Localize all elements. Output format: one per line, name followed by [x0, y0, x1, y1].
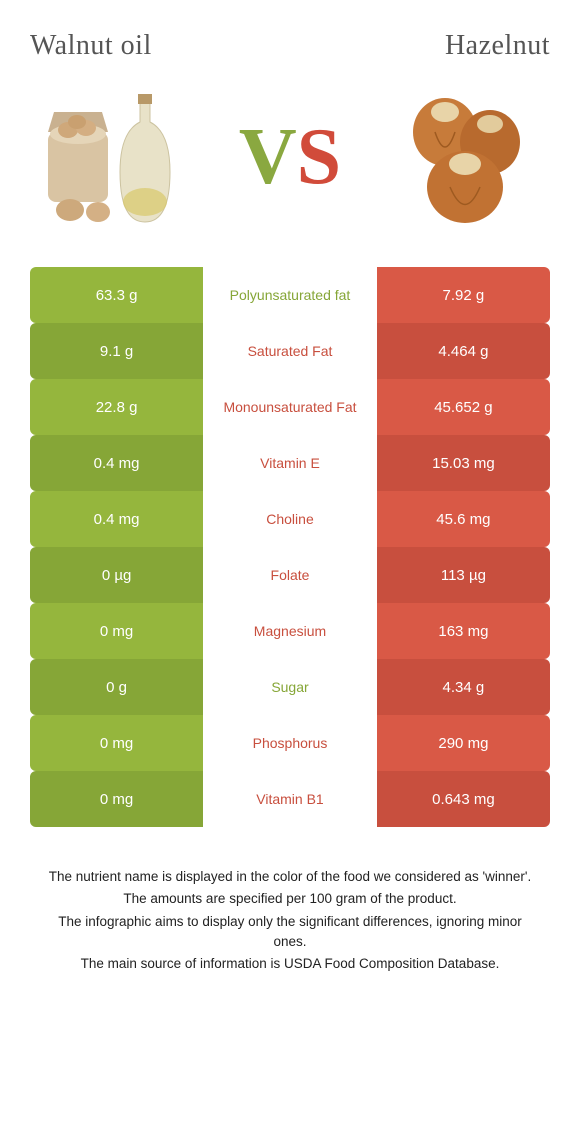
- table-row: 0 mgPhosphorus290 mg: [30, 715, 550, 771]
- right-value: 45.652 g: [377, 379, 550, 435]
- nutrient-label: Saturated Fat: [203, 323, 377, 379]
- nutrient-label: Phosphorus: [203, 715, 377, 771]
- right-value: 4.34 g: [377, 659, 550, 715]
- header-row: Walnut oil Hazelnut: [30, 30, 550, 62]
- right-value: 4.464 g: [377, 323, 550, 379]
- left-value: 0 mg: [30, 603, 203, 659]
- left-food-title: Walnut oil: [30, 30, 290, 62]
- vs-v: V: [239, 113, 297, 201]
- right-value: 15.03 mg: [377, 435, 550, 491]
- vs-label: VS: [200, 117, 380, 197]
- table-row: 0 mgVitamin B10.643 mg: [30, 771, 550, 827]
- table-row: 0.4 mgCholine45.6 mg: [30, 491, 550, 547]
- nutrient-label: Monounsaturated Fat: [203, 379, 377, 435]
- right-value: 113 µg: [377, 547, 550, 603]
- right-value: 45.6 mg: [377, 491, 550, 547]
- nutrient-label: Polyunsaturated fat: [203, 267, 377, 323]
- left-value: 22.8 g: [30, 379, 203, 435]
- left-value: 0.4 mg: [30, 435, 203, 491]
- nutrient-label: Choline: [203, 491, 377, 547]
- right-value: 163 mg: [377, 603, 550, 659]
- nutrient-label: Folate: [203, 547, 377, 603]
- vs-s: S: [297, 113, 342, 201]
- footer-line: The infographic aims to display only the…: [40, 912, 540, 953]
- walnut-oil-image: [30, 72, 200, 242]
- table-row: 0 mgMagnesium163 mg: [30, 603, 550, 659]
- nutrient-table: 63.3 gPolyunsaturated fat7.92 g9.1 gSatu…: [30, 267, 550, 827]
- left-value: 63.3 g: [30, 267, 203, 323]
- table-row: 9.1 gSaturated Fat4.464 g: [30, 323, 550, 379]
- left-value: 0 mg: [30, 715, 203, 771]
- left-value: 9.1 g: [30, 323, 203, 379]
- right-value: 0.643 mg: [377, 771, 550, 827]
- hazelnut-image: [380, 72, 550, 242]
- left-value: 0 g: [30, 659, 203, 715]
- left-value: 0.4 mg: [30, 491, 203, 547]
- infographic-container: Walnut oil Hazelnut VS: [0, 0, 580, 996]
- table-row: 0 µgFolate113 µg: [30, 547, 550, 603]
- right-food-title: Hazelnut: [290, 30, 550, 62]
- images-row: VS: [30, 72, 550, 242]
- right-value: 290 mg: [377, 715, 550, 771]
- footer-line: The nutrient name is displayed in the co…: [40, 867, 540, 887]
- table-row: 0 gSugar4.34 g: [30, 659, 550, 715]
- left-value: 0 mg: [30, 771, 203, 827]
- nutrient-label: Sugar: [203, 659, 377, 715]
- footer-line: The amounts are specified per 100 gram o…: [40, 889, 540, 909]
- nutrient-label: Vitamin E: [203, 435, 377, 491]
- left-value: 0 µg: [30, 547, 203, 603]
- table-row: 22.8 gMonounsaturated Fat45.652 g: [30, 379, 550, 435]
- nutrient-label: Magnesium: [203, 603, 377, 659]
- footer-notes: The nutrient name is displayed in the co…: [30, 867, 550, 974]
- table-row: 0.4 mgVitamin E15.03 mg: [30, 435, 550, 491]
- table-row: 63.3 gPolyunsaturated fat7.92 g: [30, 267, 550, 323]
- right-value: 7.92 g: [377, 267, 550, 323]
- nutrient-label: Vitamin B1: [203, 771, 377, 827]
- footer-line: The main source of information is USDA F…: [40, 954, 540, 974]
